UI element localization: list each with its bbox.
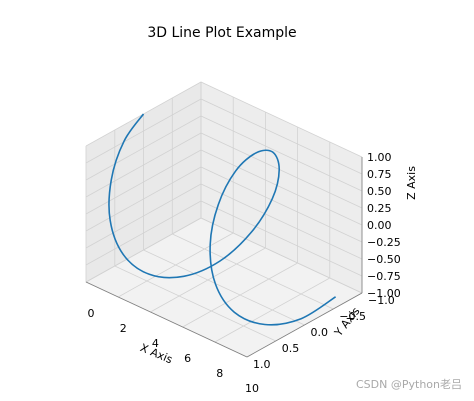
y-tick-label: −1.0	[368, 294, 395, 307]
z-grid-line	[85, 132, 363, 209]
z-grid-line	[85, 200, 363, 277]
z-grid-line	[85, 115, 363, 192]
z-grid-line	[85, 183, 363, 260]
z-tick-label: 0.00	[367, 219, 392, 232]
y-tick-label: 0.0	[311, 326, 329, 339]
z-grid-line	[85, 149, 363, 226]
z-axis-label: Z Axis	[405, 166, 418, 200]
chart-title: 3D Line Plot Example	[147, 25, 296, 41]
series-line	[108, 113, 337, 326]
z-tick-label: −0.25	[367, 236, 401, 249]
z-tick-label: 1.00	[367, 151, 392, 164]
z-grid-line	[85, 81, 363, 158]
axis-lines	[85, 157, 363, 358]
y-axis-line	[246, 292, 363, 358]
x-tick-label: 4	[152, 337, 159, 350]
y-tick-label: −0.5	[339, 310, 366, 323]
x-tick-label: 10	[245, 382, 259, 395]
z-tick-label: −0.75	[367, 270, 401, 283]
z-tick-label: −1.00	[367, 287, 401, 300]
watermark: CSDN @Python老吕	[356, 378, 462, 391]
y-tick-label: 0.5	[282, 342, 300, 355]
tick-labels: 0 2 4 6 8 10 −1.0−0.5 0.0 0.5 1.0 −1.00 −0.75 −0.50 −…	[88, 151, 401, 395]
z-tick-label: 0.25	[367, 202, 392, 215]
z-tick-label: 0.75	[367, 168, 392, 181]
z-tick-label: 0.50	[367, 185, 392, 198]
x-tick-label: 6	[184, 352, 191, 365]
x-tick-label: 2	[120, 322, 127, 335]
series-layer	[108, 113, 337, 326]
y-tick-label: 1.0	[253, 358, 271, 371]
x-tick-label: 0	[88, 307, 95, 320]
z-tick-label: −0.50	[367, 253, 401, 266]
x-tick-label: 8	[216, 367, 223, 380]
z-grid-line	[85, 217, 363, 294]
x-axis-line	[85, 281, 248, 358]
z-grid-line	[85, 166, 363, 243]
